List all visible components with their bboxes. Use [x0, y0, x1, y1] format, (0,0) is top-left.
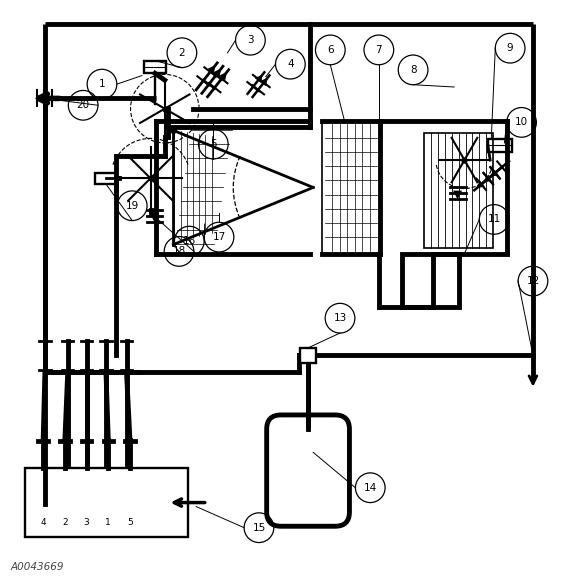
- Text: 17: 17: [212, 232, 225, 242]
- Text: 8: 8: [410, 65, 416, 75]
- Text: 19: 19: [125, 201, 139, 211]
- Text: 3: 3: [84, 518, 90, 527]
- Text: 15: 15: [252, 522, 266, 533]
- Text: 5: 5: [127, 518, 133, 527]
- Text: 10: 10: [515, 118, 528, 128]
- Text: 5: 5: [210, 139, 217, 149]
- Bar: [95, 173, 117, 184]
- Text: 3: 3: [247, 35, 254, 45]
- Text: 1: 1: [99, 79, 105, 89]
- Text: 7: 7: [375, 45, 382, 55]
- Bar: [488, 139, 512, 152]
- Bar: [424, 133, 493, 248]
- Text: A0043669: A0043669: [11, 562, 64, 572]
- Text: 9: 9: [507, 43, 513, 53]
- Text: 18: 18: [172, 246, 186, 256]
- Text: 1: 1: [105, 518, 111, 527]
- Text: 14: 14: [363, 483, 377, 493]
- Bar: [402, 254, 459, 307]
- Text: 2: 2: [179, 48, 185, 58]
- Text: 4: 4: [287, 59, 294, 69]
- Text: 13: 13: [334, 313, 347, 323]
- Text: 6: 6: [327, 45, 333, 55]
- Text: 12: 12: [526, 276, 539, 286]
- Bar: [25, 469, 187, 537]
- Text: 4: 4: [40, 518, 46, 527]
- Text: 20: 20: [76, 100, 90, 110]
- Bar: [300, 348, 316, 363]
- Text: 11: 11: [488, 215, 501, 225]
- Bar: [144, 61, 166, 73]
- Bar: [322, 121, 380, 254]
- Text: 2: 2: [62, 518, 68, 527]
- Text: 16: 16: [183, 236, 196, 246]
